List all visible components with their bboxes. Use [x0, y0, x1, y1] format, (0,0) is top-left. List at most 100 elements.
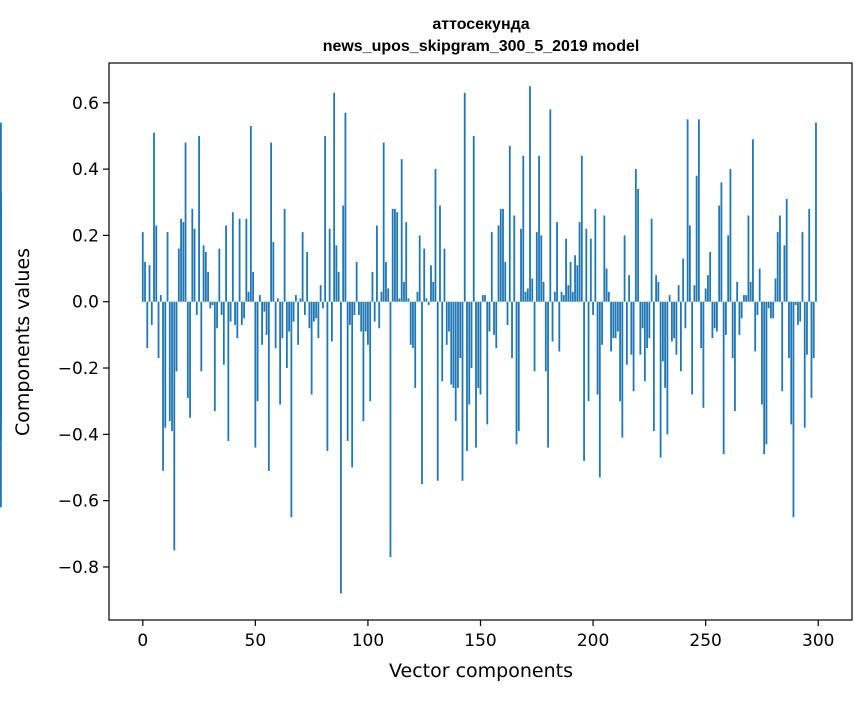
bar [533, 301, 536, 372]
bar [204, 251, 207, 302]
bar [434, 169, 437, 302]
bar [713, 301, 716, 329]
bar [306, 251, 309, 302]
bar-series [0, 86, 817, 594]
bar [734, 301, 736, 412]
bar [657, 281, 660, 302]
bar [308, 301, 311, 329]
bar [684, 301, 687, 329]
bar [351, 301, 354, 468]
bar [794, 301, 797, 306]
bar [790, 301, 793, 425]
bar [360, 301, 363, 332]
bar [211, 301, 214, 306]
bar [479, 301, 482, 395]
bar [666, 301, 669, 435]
bar [812, 301, 815, 359]
bar [513, 215, 516, 302]
bar [378, 301, 381, 329]
bar [218, 248, 221, 302]
bar [346, 301, 349, 441]
bar [571, 291, 574, 302]
bar [799, 301, 802, 322]
bar [448, 301, 450, 332]
bar [720, 182, 723, 302]
bar [547, 301, 549, 448]
x-axis-label: Vector components [389, 660, 573, 682]
y-axis-ticks: −0.8 −0.6 −0.4 −0.2 0.0 0.2 0.4 0.6 [58, 94, 109, 578]
bar [486, 301, 489, 425]
y-tick-label: −0.6 [58, 492, 99, 512]
bar [258, 295, 261, 302]
bar [740, 301, 743, 319]
bar [182, 222, 185, 302]
y-tick-label: −0.2 [58, 359, 99, 379]
bar [225, 225, 227, 302]
bar [369, 301, 372, 402]
bar [639, 301, 642, 355]
bar [661, 301, 664, 362]
bar [416, 291, 419, 302]
bar [252, 271, 254, 302]
x-tick-label: 250 [689, 631, 721, 651]
bar [664, 301, 667, 388]
bar [538, 155, 540, 302]
bar [227, 301, 230, 441]
bar [788, 301, 790, 359]
bar [335, 245, 338, 302]
bar [698, 119, 700, 302]
bar [743, 295, 745, 302]
bar [797, 301, 799, 325]
bar [625, 301, 628, 365]
bar [659, 301, 662, 458]
bar [387, 288, 390, 302]
bar [727, 235, 730, 302]
bar [168, 301, 171, 422]
bar [0, 301, 2, 359]
bar [490, 232, 493, 302]
bar [565, 238, 567, 302]
bar [409, 301, 412, 345]
bar [621, 301, 624, 438]
plot-area-frame [108, 62, 853, 621]
bar [632, 301, 635, 392]
bar [502, 208, 504, 302]
bar [457, 301, 459, 388]
bar [729, 169, 732, 302]
bar [445, 301, 448, 345]
y-axis-label: Components values [12, 248, 34, 436]
bar [292, 301, 295, 322]
bar [243, 301, 245, 319]
bar [709, 251, 712, 302]
bar [439, 205, 441, 302]
bar [443, 248, 446, 302]
bar [549, 109, 552, 302]
bar [272, 242, 275, 302]
bar [294, 295, 297, 302]
bar [718, 205, 721, 302]
bar [506, 301, 509, 325]
bar [256, 301, 259, 402]
bar [504, 261, 507, 302]
bar [567, 285, 570, 302]
bar [403, 281, 405, 302]
bar [162, 301, 164, 471]
bar [767, 301, 770, 309]
bar [213, 301, 216, 412]
chart-title: аттосекунда [432, 16, 529, 33]
bar [682, 258, 685, 302]
bar [317, 301, 320, 339]
bar [425, 298, 428, 302]
bar [531, 278, 534, 302]
bar [274, 301, 277, 349]
bar [340, 301, 342, 594]
bar [752, 139, 754, 302]
x-axis-ticks: 0 50 100 150 200 250 300 [137, 620, 834, 651]
bar [725, 301, 727, 335]
bar [652, 301, 655, 432]
bar [583, 301, 585, 461]
bar [333, 92, 336, 302]
bar [535, 232, 538, 302]
bar [396, 212, 399, 302]
y-tick-label: −0.8 [58, 558, 99, 578]
